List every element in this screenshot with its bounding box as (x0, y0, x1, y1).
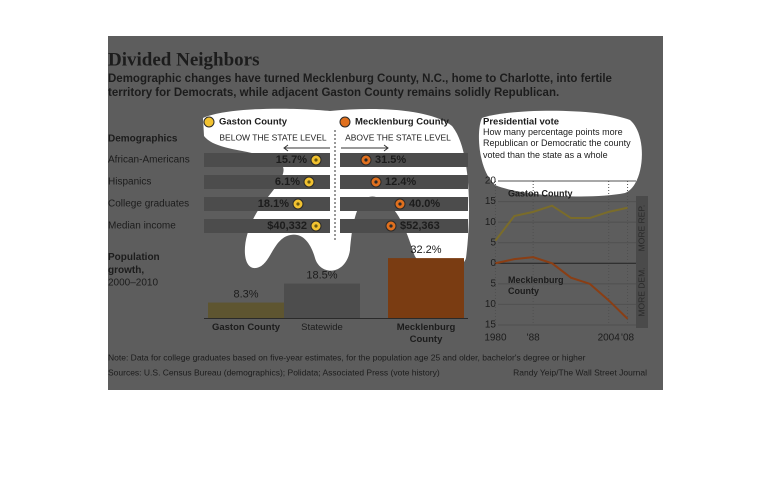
value-label: $40,332 (267, 220, 307, 232)
annotation: MORE DEM. (636, 267, 646, 316)
y-tick-label: 0 (490, 258, 496, 269)
chart-subtitle: How many percentage points more Republic… (483, 127, 631, 160)
category-label-box: Gaston County (211, 322, 281, 333)
category-label: Mecklenburg County (396, 322, 456, 345)
x-tick-label: '08 (621, 333, 634, 344)
y-tick-label: 10 (485, 299, 497, 310)
value-label: 18.1% (258, 198, 289, 210)
highlight-blob (478, 110, 642, 197)
row-band (340, 153, 468, 167)
bar (388, 258, 464, 318)
dot-center (314, 158, 318, 162)
row-label: African-Americans (108, 155, 190, 166)
credit: Randy Yeip/The Wall Street Journal (513, 367, 647, 377)
legend-swatch (339, 116, 351, 128)
y-tick-label: 20 (485, 176, 497, 187)
row-band (340, 219, 468, 233)
category-label-box: Statewide (301, 322, 343, 333)
row-band (204, 175, 330, 189)
annotation: ABOVE THE STATE LEVEL (345, 132, 451, 142)
line (494, 204, 628, 242)
dot-center (307, 180, 311, 184)
annotation: BELOW THE STATE LEVEL (219, 132, 326, 142)
legend-label: Gaston County (219, 117, 288, 128)
row-band (204, 153, 330, 167)
x-tick-label: '88 (527, 333, 540, 344)
chart-title-box: Population growth, (108, 252, 160, 276)
y-tick-label: 10 (485, 217, 497, 228)
line (495, 256, 629, 320)
y-tick-label: 5 (490, 278, 496, 289)
category-label: Gaston County (211, 322, 281, 333)
chart-subtitle-box: How many percentage points more Republic… (483, 127, 631, 160)
dot-center (296, 202, 300, 206)
value-label: 12.4% (385, 176, 416, 188)
category-label-box: Mecklenburg County (396, 322, 456, 345)
row-label: Median income (108, 221, 176, 232)
y-tick-label: 15 (485, 320, 497, 331)
value-label: 18.5% (306, 269, 337, 281)
section-label: Demographics (108, 134, 178, 145)
series-label-box: Mecklenburg County (508, 275, 564, 297)
value-label: 32.2% (410, 244, 441, 256)
direction-arrows (283, 144, 389, 152)
value-label: $52,363 (400, 220, 440, 232)
bar (284, 283, 360, 318)
x-tick-label: 1980 (484, 333, 507, 344)
dot-center (314, 224, 318, 228)
chart-title: Population growth, (108, 252, 160, 276)
bar (208, 302, 284, 318)
direction-strip (636, 196, 648, 328)
dot-center (389, 224, 393, 228)
dot-center (364, 158, 368, 162)
row-band (204, 219, 330, 233)
y-tick-label: 5 (490, 237, 496, 248)
row-label: Hispanics (108, 177, 151, 188)
value-label: 31.5% (375, 154, 406, 166)
dot-center (398, 202, 402, 206)
value-label: 6.1% (275, 176, 300, 188)
series-label: Gaston County (508, 188, 573, 198)
series-label: Mecklenburg County (508, 275, 564, 297)
chart-title: Presidential vote (483, 117, 559, 128)
row-label: College graduates (108, 199, 189, 210)
subtitle-box: Demographic changes have turned Mecklenb… (108, 73, 612, 100)
sources: Sources: U.S. Census Bureau (demographic… (108, 367, 440, 377)
chart-subtitle: 2000–2010 (108, 278, 158, 289)
y-tick-label: 15 (485, 196, 497, 207)
subtitle: Demographic changes have turned Mecklenb… (108, 73, 612, 100)
value-label: 15.7% (276, 154, 307, 166)
value-label: 8.3% (233, 288, 258, 300)
infographic-background (108, 36, 663, 390)
note: Note: Data for college graduates based o… (108, 352, 586, 362)
x-tick-label: 2004 (598, 333, 621, 344)
legend-label: Mecklenburg County (355, 117, 450, 128)
annotation: MORE REP. (636, 205, 646, 252)
dot-center (374, 180, 378, 184)
category-label: Statewide (301, 322, 343, 333)
title: Divided Neighbors (108, 49, 260, 70)
value-label: 40.0% (409, 198, 440, 210)
legend-swatch (203, 116, 215, 128)
